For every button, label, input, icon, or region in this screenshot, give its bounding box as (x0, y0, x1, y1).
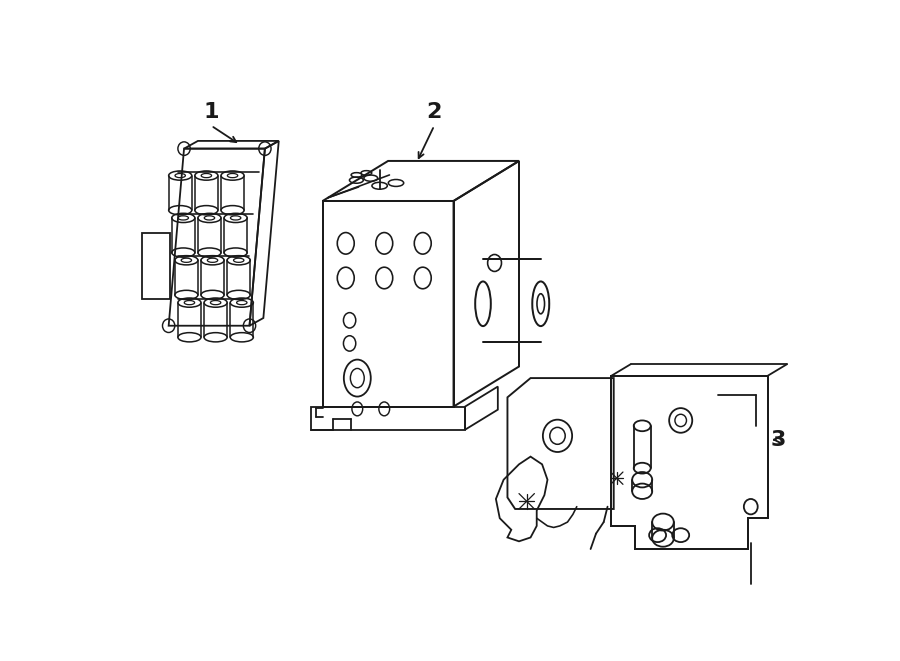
Text: 3: 3 (770, 430, 787, 449)
Text: 1: 1 (203, 102, 219, 122)
Text: 2: 2 (427, 102, 442, 122)
